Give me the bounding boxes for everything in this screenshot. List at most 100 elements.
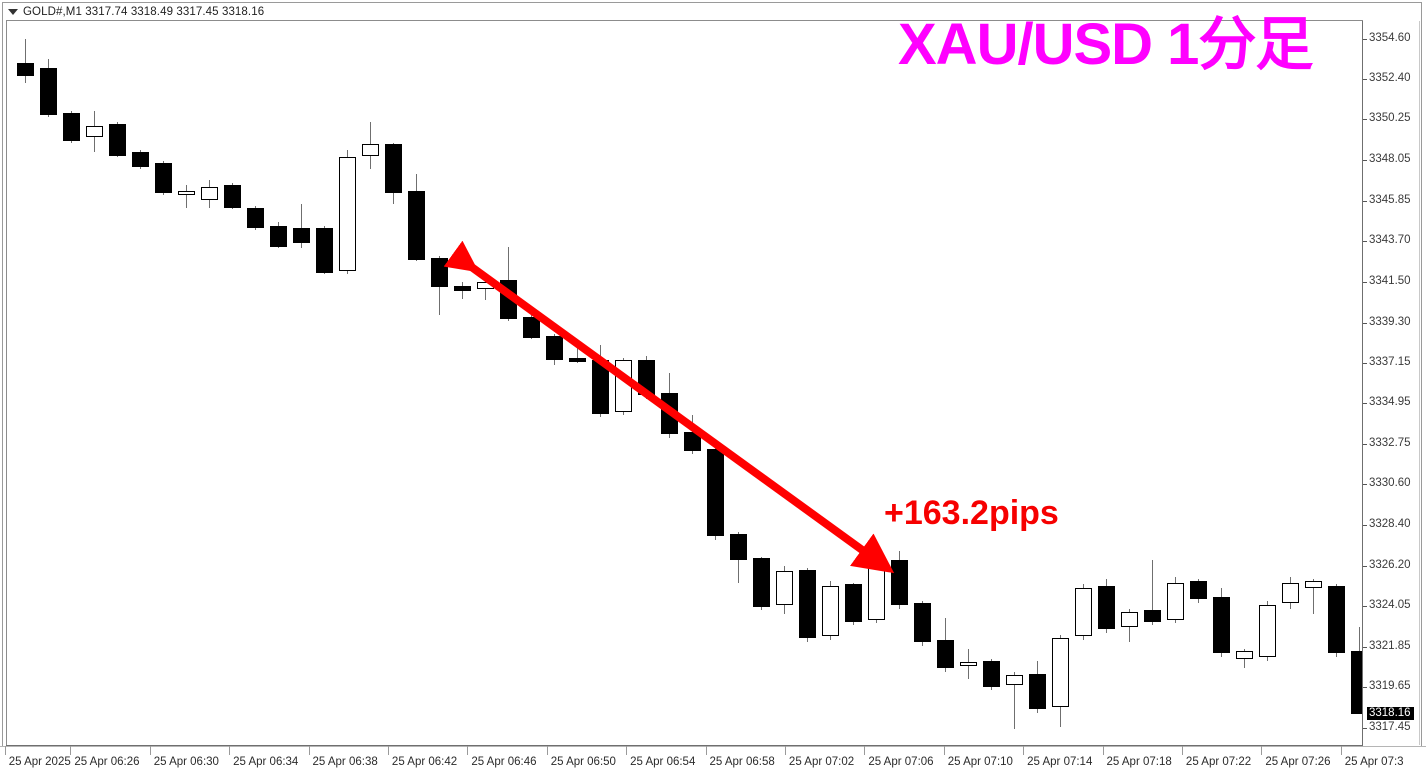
candlestick-plot-area[interactable] [7, 21, 1362, 745]
time-tick [467, 746, 469, 755]
time-tick [387, 746, 389, 755]
price-label: 3317.45 [1369, 721, 1411, 734]
price-label: 3319.65 [1369, 680, 1411, 693]
price-label: 3334.95 [1369, 396, 1411, 409]
candle-body [1144, 610, 1161, 622]
price-label: 3339.30 [1369, 315, 1411, 328]
candle-body [1259, 604, 1276, 657]
candle-body [983, 660, 1000, 687]
time-label: 25 Apr 06:54 [630, 756, 696, 768]
candle-body [1190, 580, 1207, 600]
price-tick [1363, 646, 1367, 648]
candle-body [1213, 597, 1230, 654]
candle-body [86, 125, 103, 137]
time-tick [626, 746, 628, 755]
time-scale-divider [0, 746, 1426, 747]
candle-body [937, 640, 954, 668]
candle-wick [1313, 578, 1314, 615]
price-tick [1363, 201, 1367, 203]
candle-body [960, 662, 977, 667]
candle-body [914, 602, 931, 642]
time-label: 25 Apr 07:02 [788, 756, 855, 768]
price-label: 3321.85 [1369, 639, 1411, 652]
candle-body [776, 571, 793, 605]
time-tick [1261, 746, 1263, 755]
candle-body [362, 144, 379, 156]
time-tick [229, 746, 231, 755]
current-price-label: 3318.16 [1367, 707, 1414, 721]
candle-body [1328, 586, 1345, 654]
time-tick [308, 746, 310, 755]
plot-border-right [1362, 21, 1363, 745]
price-label: 3348.05 [1369, 153, 1411, 166]
candle-body [1075, 588, 1092, 637]
price-label: 3341.50 [1369, 274, 1411, 287]
candle-body [63, 112, 80, 141]
triangle-down-icon[interactable] [8, 9, 18, 15]
candle-body [707, 448, 724, 537]
price-tick [1363, 119, 1367, 121]
candle-wick [1014, 671, 1015, 730]
candle-body [1052, 638, 1069, 707]
price-tick [1363, 525, 1367, 526]
candle-body [500, 279, 517, 319]
time-label: 25 Apr 06:46 [471, 756, 537, 768]
time-tick [705, 746, 707, 755]
candle-body [224, 185, 241, 208]
candle-body [799, 569, 816, 639]
time-tick [784, 746, 786, 755]
candle-body [1282, 582, 1299, 603]
price-label: 3343.70 [1369, 233, 1411, 246]
candle-body [109, 124, 126, 156]
price-scale[interactable]: 3354.60 3352.40 3350.25 3348.05 3345.85 3343.… [1363, 21, 1419, 745]
price-tick [1363, 240, 1367, 242]
candle-body [385, 144, 402, 193]
candle-body [1167, 582, 1184, 620]
price-label: 3324.05 [1369, 598, 1411, 611]
candle-body [1029, 673, 1046, 709]
candle-body [684, 432, 701, 451]
price-tick [1363, 281, 1367, 283]
time-label: 25 Apr 06:58 [709, 756, 775, 768]
time-tick [70, 746, 72, 755]
candle-body [1006, 675, 1023, 685]
price-label: 3328.40 [1369, 518, 1411, 530]
time-label: 25 Apr 07:26 [1265, 756, 1331, 768]
time-tick [943, 746, 945, 755]
candle-body [17, 62, 34, 76]
price-tick [1363, 444, 1367, 446]
candle-body [201, 187, 218, 201]
time-tick [1181, 746, 1183, 755]
candle-body [1098, 586, 1115, 629]
time-tick [149, 746, 151, 755]
price-label: 3345.85 [1369, 194, 1411, 207]
time-scale[interactable]: 25 Apr 2025 25 Apr 06:26 25 Apr 06:30 25 Ap… [0, 746, 1426, 773]
candle-body [1121, 612, 1138, 628]
price-label: 3352.40 [1369, 72, 1411, 85]
candle-body [661, 393, 678, 435]
candle-body [730, 534, 747, 561]
plot-border-left [6, 21, 7, 745]
price-tick [1363, 79, 1367, 81]
time-label: 25 Apr 06:30 [153, 756, 219, 768]
candle-body [454, 285, 471, 292]
candle-wick [25, 38, 26, 84]
price-tick [1363, 687, 1367, 689]
price-tick [1363, 38, 1367, 40]
pips-annotation: +163.2pips [884, 494, 1059, 532]
time-label: 25 Apr 07:22 [1185, 756, 1252, 768]
price-tick [1363, 605, 1367, 607]
time-label: 25 Apr 06:34 [233, 756, 299, 768]
time-label: 25 Apr 07:18 [1106, 756, 1172, 768]
candle-body [316, 227, 333, 273]
price-tick [1363, 160, 1367, 162]
symbol-header-bar[interactable]: GOLD#,M1 3317.74 3318.49 3317.45 3318.16 [8, 5, 264, 19]
price-label: 3332.75 [1369, 437, 1411, 450]
candle-body [477, 281, 494, 290]
candle-wick [1152, 560, 1153, 626]
price-tick [1363, 362, 1367, 364]
candle-body [1305, 580, 1322, 589]
candle-body [592, 359, 609, 414]
price-tick [1363, 565, 1367, 567]
